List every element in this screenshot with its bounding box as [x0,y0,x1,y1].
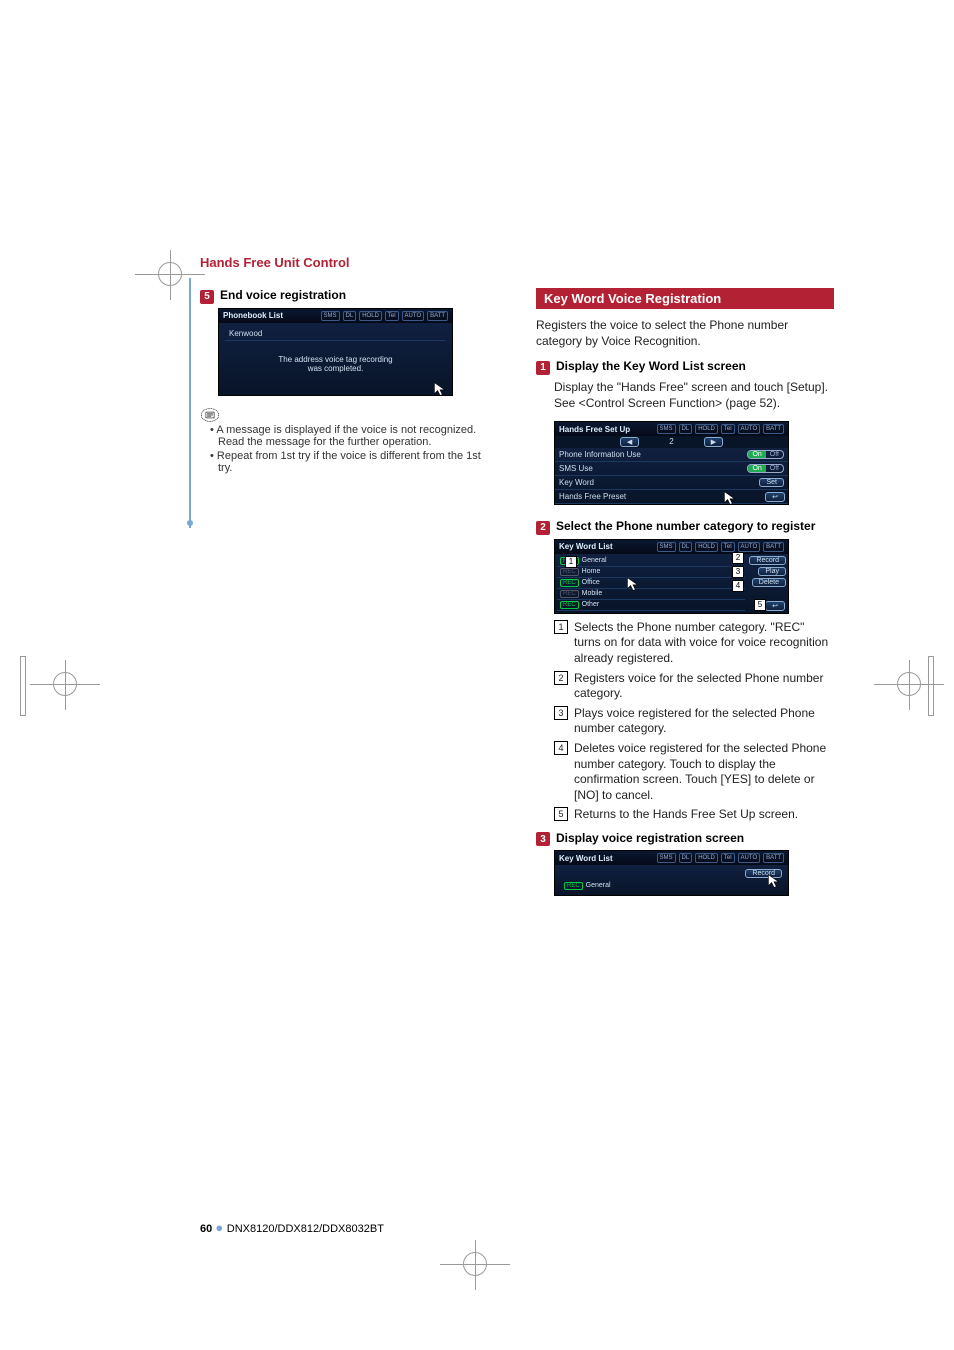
callout-4: 4 [732,580,744,592]
step3-num: 3 [536,832,550,846]
nav-left[interactable]: ◀ [620,437,639,447]
enum-3: 3Plays voice registered for the selected… [554,706,834,737]
step2: 2 Select the Phone number category to re… [536,519,834,535]
note-1: A message is displayed if the voice is n… [210,424,498,448]
kw-screen2: Key Word List SMS DL HOLD Tel AUTO BATT … [554,850,789,896]
cursor-icon [766,873,782,889]
step1-num: 1 [536,361,550,375]
statusbar: SMS DL HOLD Tel AUTO BATT [657,542,784,552]
nav-page: 2 [669,437,673,447]
kw-play[interactable]: Play [758,567,786,576]
kw-item-general[interactable]: RECGeneral [557,556,745,567]
note-icon [200,408,220,422]
cursor-icon [625,576,641,592]
page: Hands Free Unit Control 5 End voice regi… [0,0,954,902]
statusbar: SMS DL HOLD Tel AUTO BATT [321,311,448,321]
onoff2[interactable]: OnOff [747,464,784,473]
setup-title: Hands Free Set Up [559,425,630,434]
kw2-titlebar: Key Word List SMS DL HOLD Tel AUTO BATT [555,851,788,865]
kw-screen: Key Word List SMS DL HOLD Tel AUTO BATT … [554,539,789,614]
footer: 60 ● DNX8120/DDX812/DDX8032BT [200,1220,384,1235]
kw-item-home[interactable]: RECHome [557,567,745,578]
kw-titlebar: Key Word List SMS DL HOLD Tel AUTO BATT [555,540,788,554]
nav-right[interactable]: ▶ [704,437,723,447]
phonebook-titlebar: Phonebook List SMS DL HOLD Tel AUTO BATT [219,309,452,323]
callout-3: 3 [732,566,744,578]
callout-1: 1 [565,556,577,568]
page-num: 60 [200,1223,212,1235]
regmark-right [874,660,924,730]
enum-4: 4Deletes voice registered for the select… [554,741,834,803]
enum-list: 1Selects the Phone number category. "REC… [536,620,834,823]
guide-vert [189,278,191,528]
regmark-bot [440,1240,490,1310]
kw-item-mobile[interactable]: RECMobile [557,589,745,600]
row-keyword: Key Word Set [555,476,788,490]
kw-item-other[interactable]: RECOther [557,600,745,611]
phonebook-screen: Phonebook List SMS DL HOLD Tel AUTO BATT… [218,308,453,396]
step2-label: Select the Phone number category to regi… [556,519,815,533]
regmark-left [30,660,80,730]
kw2-body: RECGeneral Record [555,865,788,895]
phonebook-title: Phonebook List [223,311,283,320]
columns: 5 End voice registration Phonebook List … [200,288,834,902]
statusbar: SMS DL HOLD Tel AUTO BATT [657,424,784,434]
step1-label: Display the Key Word List screen [556,359,746,373]
phonebook-row-kenwood: Kenwood [225,327,446,341]
callout-2: 2 [732,552,744,564]
kw-record[interactable]: Record [749,556,786,565]
setup-body: Phone Information Use OnOff SMS Use OnOf… [555,448,788,504]
notes: A message is displayed if the voice is n… [210,424,498,474]
keyword-set[interactable]: Set [759,478,784,487]
intro: Registers the voice to select the Phone … [536,317,834,349]
setup-screen: Hands Free Set Up SMS DL HOLD Tel AUTO B… [554,421,789,505]
setup-titlebar: Hands Free Set Up SMS DL HOLD Tel AUTO B… [555,422,788,436]
phonebook-body: Kenwood The address voice tag recording … [219,323,452,395]
kw-delete[interactable]: Delete [752,578,786,587]
cursor-icon [432,381,448,397]
kw2-item[interactable]: RECGeneral [561,881,694,891]
section-title: Hands Free Unit Control [200,255,834,270]
row-hfpreset: Hands Free Preset [555,490,788,504]
step1: 1 Display the Key Word List screen [536,359,834,375]
right-heading: Key Word Voice Registration [536,288,834,309]
regmark-top [135,250,185,320]
left-column: 5 End voice registration Phonebook List … [200,288,498,902]
kw-item-office[interactable]: RECOffice [557,578,745,589]
step3-label: Display voice registration screen [556,831,744,845]
right-column: Key Word Voice Registration Registers th… [536,288,834,902]
model: DNX8120/DDX812/DDX8032BT [227,1223,384,1235]
step5-label: End voice registration [220,288,346,302]
msg1: The address voice tag recording [225,355,446,364]
callout-5: 5 [754,599,766,611]
enum-1: 1Selects the Phone number category. "REC… [554,620,834,667]
step5: 5 End voice registration [200,288,498,304]
enum-2: 2Registers voice for the selected Phone … [554,671,834,702]
kw2-title: Key Word List [559,854,613,863]
kw-list: RECGeneral RECHome RECOffice RECMobile R… [557,556,745,611]
note-2: Repeat from 1st try if the voice is diff… [210,450,498,474]
onoff1[interactable]: OnOff [747,450,784,459]
cursor-icon [722,490,738,506]
step1-body: Display the "Hands Free" screen and touc… [536,379,834,411]
step3: 3 Display voice registration screen [536,831,834,847]
return-btn[interactable]: ↩ [765,601,785,611]
return-btn[interactable]: ↩ [765,492,785,502]
kw-title: Key Word List [559,542,613,551]
row-phoneinfo: Phone Information Use OnOff [555,448,788,462]
step2-num: 2 [536,521,550,535]
step5-num: 5 [200,290,214,304]
guide-dot [187,520,193,526]
statusbar: SMS DL HOLD Tel AUTO BATT [657,853,784,863]
setup-nav: ◀ 2 ▶ [555,436,788,448]
msg2: was completed. [225,364,446,373]
footer-dot: ● [215,1220,226,1235]
enum-5: 5Returns to the Hands Free Set Up screen… [554,807,834,823]
row-smsuse: SMS Use OnOff [555,462,788,476]
